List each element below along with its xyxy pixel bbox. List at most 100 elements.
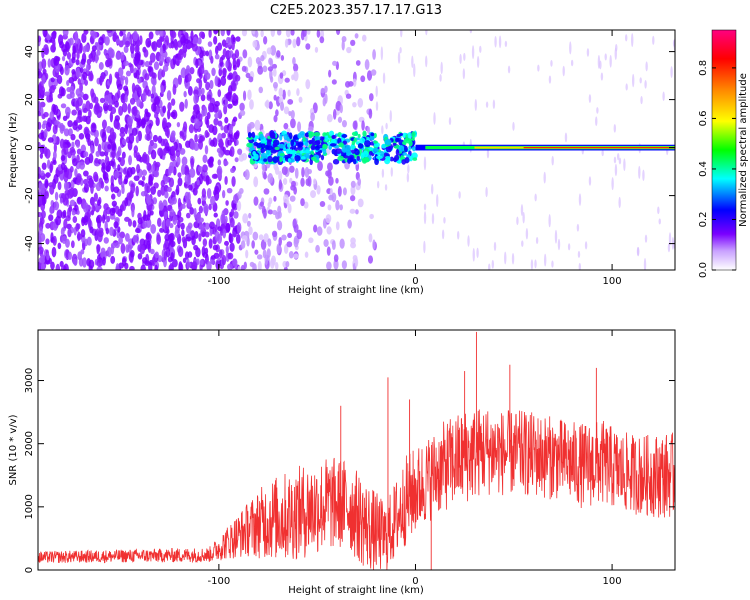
noise-speckle [84,79,88,86]
noise-speckle [349,208,356,214]
noise-speckle [112,31,118,42]
noise-speckle [38,121,42,130]
noise-speckle [567,243,571,251]
noise-speckle [180,35,187,46]
signal-blob [266,139,272,147]
noise-speckle [216,147,222,154]
noise-speckle [332,109,337,120]
noise-speckle [167,102,172,111]
noise-speckle [352,101,357,108]
noise-speckle [570,59,574,67]
signal-blob [341,134,348,138]
noise-speckle [127,115,134,126]
noise-speckle [354,33,359,39]
noise-speckle [162,138,169,147]
noise-speckle [462,68,466,80]
noise-speckle [122,167,127,175]
noise-speckle [316,185,321,195]
noise-speckle [288,165,295,173]
signal-blob [392,142,397,146]
noise-speckle [285,30,291,38]
noise-speckle [48,96,54,103]
noise-speckle [228,72,234,80]
noise-speckle [164,233,171,242]
noise-speckle [341,36,347,43]
noise-speckle [469,30,473,34]
noise-speckle [50,77,55,83]
noise-speckle [229,146,235,158]
tone-band-core [523,147,675,149]
noise-speckle [189,67,195,75]
noise-speckle [169,222,174,229]
colorbar-tick-label: 0.4 [698,161,709,177]
signal-blob [247,132,252,138]
noise-speckle [226,30,231,36]
noise-speckle [333,258,339,270]
noise-speckle [472,248,475,262]
noise-speckle [67,228,72,238]
noise-speckle [237,148,243,155]
noise-speckle [77,47,83,54]
signal-blob [324,132,328,136]
noise-speckle [148,204,153,211]
noise-speckle [59,41,64,49]
noise-speckle [439,74,442,82]
noise-speckle [399,46,402,54]
colorbar-label: Normalized spectral amplitude [738,73,749,227]
noise-speckle [276,220,283,231]
noise-speckle [189,167,196,178]
snr-x-axis-label: Height of straight line (km) [288,585,424,596]
noise-speckle [148,31,154,40]
noise-speckle [98,62,104,70]
noise-speckle [209,156,215,164]
noise-speckle [328,69,332,78]
noise-speckle [65,41,70,53]
noise-speckle [615,44,618,52]
signal-blob [383,152,388,157]
noise-speckle [41,194,46,206]
noise-speckle [162,64,169,72]
noise-speckle [40,262,45,270]
noise-speckle [157,135,163,144]
noise-speckle [148,174,153,186]
noise-speckle [148,144,152,151]
noise-speckle [202,154,208,164]
noise-speckle [662,91,665,102]
signal-blob [362,150,369,158]
noise-speckle [327,169,332,179]
noise-speckle [231,176,236,187]
noise-speckle [322,218,327,229]
noise-speckle [198,139,204,150]
noise-speckle [362,34,367,42]
noise-speckle [285,261,290,268]
noise-speckle [98,106,103,114]
noise-speckle [293,253,299,259]
noise-speckle [313,178,317,185]
noise-speckle [188,124,194,134]
noise-speckle [120,51,125,61]
noise-speckle [114,71,120,79]
noise-speckle [77,251,83,261]
noise-speckle [296,88,300,97]
noise-speckle [217,89,222,98]
noise-speckle [102,102,109,112]
noise-speckle [151,41,157,52]
signal-blob [394,154,400,162]
spectrogram-y-tick-label: 20 [24,93,35,106]
noise-speckle [548,75,552,84]
noise-speckle [88,178,95,187]
noise-speckle [141,175,146,181]
signal-blob [266,148,270,155]
noise-speckle [430,183,434,195]
signal-blob [263,158,268,162]
signal-blob [373,140,378,144]
noise-speckle [550,60,553,67]
noise-speckle [135,228,141,234]
noise-speckle [152,142,158,149]
noise-speckle [153,170,160,178]
noise-speckle [433,112,436,125]
noise-speckle [212,125,218,136]
noise-speckle [640,95,643,105]
noise-speckle [150,93,155,99]
noise-speckle [73,258,78,266]
